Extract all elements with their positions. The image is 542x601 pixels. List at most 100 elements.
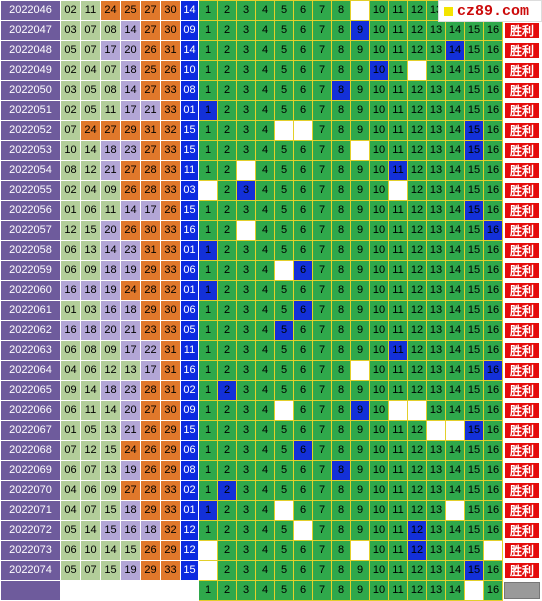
win-badge[interactable]: 胜利 — [504, 502, 540, 519]
win-badge[interactable]: 胜利 — [504, 442, 540, 459]
red-ball-cell: 24 — [80, 120, 101, 141]
hit-number-cell: 15 — [464, 120, 484, 141]
number-cell: 8 — [331, 40, 351, 61]
number-cell: 6 — [293, 380, 313, 401]
table-row: 2022058 06 13 14 23 31 33 01 1 2 3 4 5 6 7 8 9 10 11 12 13 14… — [0, 240, 542, 261]
red-ball-cell: 26 — [160, 60, 181, 81]
red-ball-cell: 26 — [160, 200, 181, 221]
red-ball-cell: 30 — [140, 220, 161, 241]
number-cell: 4 — [255, 40, 275, 61]
number-cell: 11 — [388, 240, 408, 261]
period-cell: 2022046 — [0, 0, 61, 21]
number-cell: 15 — [464, 440, 484, 461]
red-ball-cell: 26 — [140, 460, 161, 481]
win-badge[interactable]: 胜利 — [504, 162, 540, 179]
win-badge[interactable]: 胜利 — [504, 562, 540, 579]
red-ball-cell: 01 — [60, 420, 81, 441]
win-badge[interactable]: 胜利 — [504, 462, 540, 479]
number-cell: 8 — [331, 540, 351, 561]
win-badge[interactable]: 胜利 — [504, 382, 540, 399]
hit-number-cell: 15 — [464, 200, 484, 221]
number-cell: 10 — [369, 320, 389, 341]
number-cell: 7 — [312, 120, 332, 141]
number-cell: 14 — [445, 120, 465, 141]
number-cell: 15 — [464, 80, 484, 101]
hit-number-cell: 8 — [331, 80, 351, 101]
win-badge[interactable]: 胜利 — [504, 402, 540, 419]
hit-number-cell: 12 — [407, 520, 427, 541]
red-ball-cell: 19 — [120, 460, 141, 481]
number-cell: 1 — [198, 20, 218, 41]
win-badge[interactable]: 胜利 — [504, 122, 540, 139]
period-cell: 2022066 — [0, 400, 61, 421]
red-ball-cell: 28 — [140, 280, 161, 301]
hit-number-cell: 1 — [198, 100, 218, 121]
win-badge[interactable]: 胜利 — [504, 342, 540, 359]
win-badge[interactable]: 胜利 — [504, 42, 540, 59]
red-ball-cell: 33 — [160, 240, 181, 261]
win-badge[interactable]: 胜利 — [504, 362, 540, 379]
site-logo[interactable]: cz89.com — [438, 0, 542, 22]
number-cell: 2 — [217, 180, 237, 201]
win-badge[interactable]: 胜利 — [504, 322, 540, 339]
win-badge[interactable]: 胜利 — [504, 82, 540, 99]
win-badge[interactable]: 胜利 — [504, 62, 540, 79]
blue-ball-cell: 06 — [180, 300, 199, 321]
number-cell: 15 — [464, 500, 484, 521]
win-badge[interactable]: 胜利 — [504, 262, 540, 279]
period-cell: 2022057 — [0, 220, 61, 241]
number-cell: 11 — [388, 520, 408, 541]
red-ball-cell — [60, 580, 81, 601]
red-ball-cell: 07 — [60, 440, 81, 461]
win-badge[interactable]: 胜利 — [504, 542, 540, 559]
red-ball-cell: 04 — [80, 60, 101, 81]
number-cell: 11 — [388, 0, 408, 21]
number-cell: 2 — [217, 20, 237, 41]
period-cell: 2022070 — [0, 480, 61, 501]
table-row: 2022068 07 12 15 24 26 29 06 1 2 3 4 5 6 7 8 9 10 11 12 13 14… — [0, 440, 542, 461]
number-cell: 4 — [255, 240, 275, 261]
win-badge[interactable]: 胜利 — [504, 282, 540, 299]
win-badge[interactable]: 胜利 — [504, 222, 540, 239]
red-ball-cell: 18 — [100, 140, 121, 161]
number-cell: 9 — [350, 180, 370, 201]
number-cell: 12 — [407, 140, 427, 161]
logo-text: cz89.com — [457, 2, 530, 20]
win-badge[interactable]: 胜利 — [504, 302, 540, 319]
number-cell: 7 — [312, 540, 332, 561]
number-cell: 14 — [445, 440, 465, 461]
number-cell: 11 — [388, 20, 408, 41]
win-badge[interactable]: 胜利 — [504, 142, 540, 159]
hit-number-cell: 12 — [407, 540, 427, 561]
period-cell: 2022071 — [0, 500, 61, 521]
win-badge[interactable]: 胜利 — [504, 422, 540, 439]
number-cell: 14 — [445, 200, 465, 221]
red-ball-cell: 29 — [140, 560, 161, 581]
red-ball-cell: 25 — [120, 0, 141, 21]
number-cell: 13 — [426, 320, 446, 341]
win-cell: 胜利 — [502, 460, 542, 481]
number-cell — [445, 420, 465, 441]
number-cell: 5 — [274, 360, 294, 381]
win-badge[interactable]: 胜利 — [504, 522, 540, 539]
number-cell: 15 — [464, 180, 484, 201]
blue-ball-cell: 12 — [180, 540, 199, 561]
period-cell: 2022074 — [0, 560, 61, 581]
number-cell: 3 — [236, 140, 256, 161]
red-ball-cell: 32 — [160, 520, 181, 541]
number-cell: 7 — [312, 420, 332, 441]
win-badge[interactable]: 胜利 — [504, 102, 540, 119]
win-badge[interactable]: 胜利 — [504, 482, 540, 499]
win-badge[interactable]: 胜利 — [504, 242, 540, 259]
blue-ball-cell: 15 — [180, 200, 199, 221]
number-cell: 13 — [426, 140, 446, 161]
number-cell: 16 — [483, 340, 503, 361]
red-ball-cell: 05 — [60, 520, 81, 541]
number-cell: 5 — [274, 60, 294, 81]
red-ball-cell: 23 — [120, 240, 141, 261]
win-badge[interactable]: 胜利 — [504, 22, 540, 39]
win-badge[interactable]: 胜利 — [504, 182, 540, 199]
number-cell: 5 — [274, 480, 294, 501]
win-badge[interactable]: 胜利 — [504, 202, 540, 219]
number-cell: 8 — [331, 580, 351, 601]
